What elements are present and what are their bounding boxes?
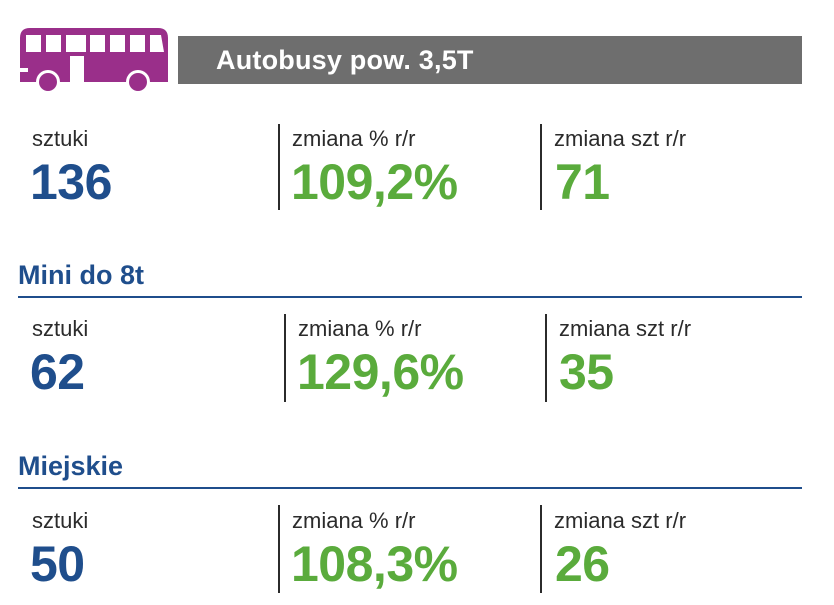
section3-title: Miejskie [18, 451, 124, 481]
section2-label-unit-change: zmiana szt r/r [559, 316, 692, 341]
section1-label-unit-change: zmiana szt r/r [554, 126, 687, 151]
section3-rule [18, 487, 802, 489]
section2-label-pct-change: zmiana % r/r [298, 316, 422, 341]
section3-label-units: sztuki [32, 508, 89, 533]
bus-icon [18, 28, 168, 94]
section1-value-pct-change: 109,2% [291, 154, 458, 210]
section2-value-unit-change: 35 [559, 344, 614, 400]
section3-value-unit-change: 26 [555, 536, 610, 592]
section2-label-units: sztuki [32, 316, 89, 341]
section3-label-unit-change: zmiana szt r/r [554, 508, 687, 533]
section2-title: Mini do 8t [18, 260, 144, 290]
section2-divider-1 [284, 314, 286, 402]
section1-value-unit-change: 71 [555, 154, 610, 210]
section3-divider-1 [278, 505, 280, 593]
header-title-bar: Autobusy pow. 3,5T [178, 36, 802, 84]
section3-value-units: 50 [30, 536, 85, 592]
section3-divider-2 [540, 505, 542, 593]
section2-rule [18, 296, 802, 298]
section2-divider-2 [545, 314, 547, 402]
section1-label-units: sztuki [32, 126, 89, 151]
section1-label-pct-change: zmiana % r/r [292, 126, 416, 151]
section1-value-units: 136 [30, 154, 112, 210]
section3-value-pct-change: 108,3% [291, 536, 458, 592]
section1-divider-1 [278, 124, 280, 210]
section2-value-pct-change: 129,6% [297, 344, 464, 400]
section2-value-units: 62 [30, 344, 85, 400]
section3-label-pct-change: zmiana % r/r [292, 508, 416, 533]
section1-divider-2 [540, 124, 542, 210]
